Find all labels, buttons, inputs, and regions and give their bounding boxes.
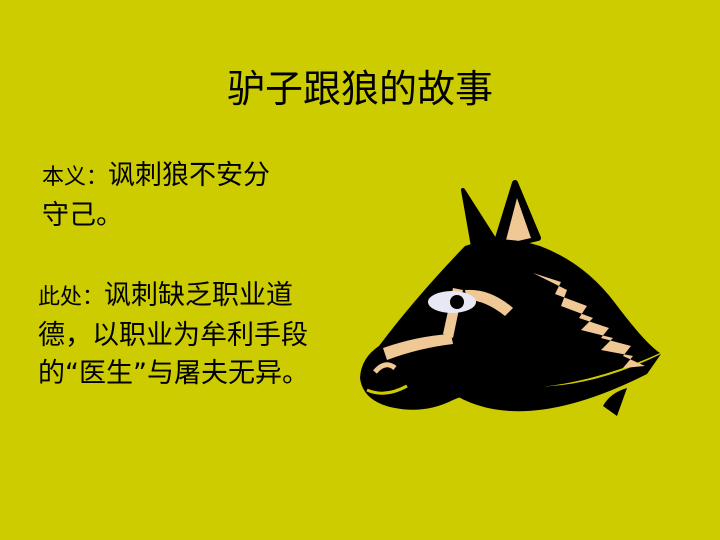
horse-head-icon bbox=[360, 180, 661, 416]
context-text: 讽刺缺乏职业道德，以职业为牟利手段的“医生”与屠夫无异。 bbox=[38, 280, 309, 389]
meaning-text: 讽刺狼不安分守己。 bbox=[42, 160, 271, 231]
context-paragraph: 此处：讽刺缺乏职业道德，以职业为牟利手段的“医生”与屠夫无异。 bbox=[38, 277, 318, 393]
context-label: 此处： bbox=[38, 285, 105, 310]
meaning-label: 本义： bbox=[42, 165, 109, 190]
meaning-paragraph: 本义：讽刺狼不安分守己。 bbox=[42, 157, 292, 235]
slide-title: 驴子跟狼的故事 bbox=[226, 67, 493, 111]
